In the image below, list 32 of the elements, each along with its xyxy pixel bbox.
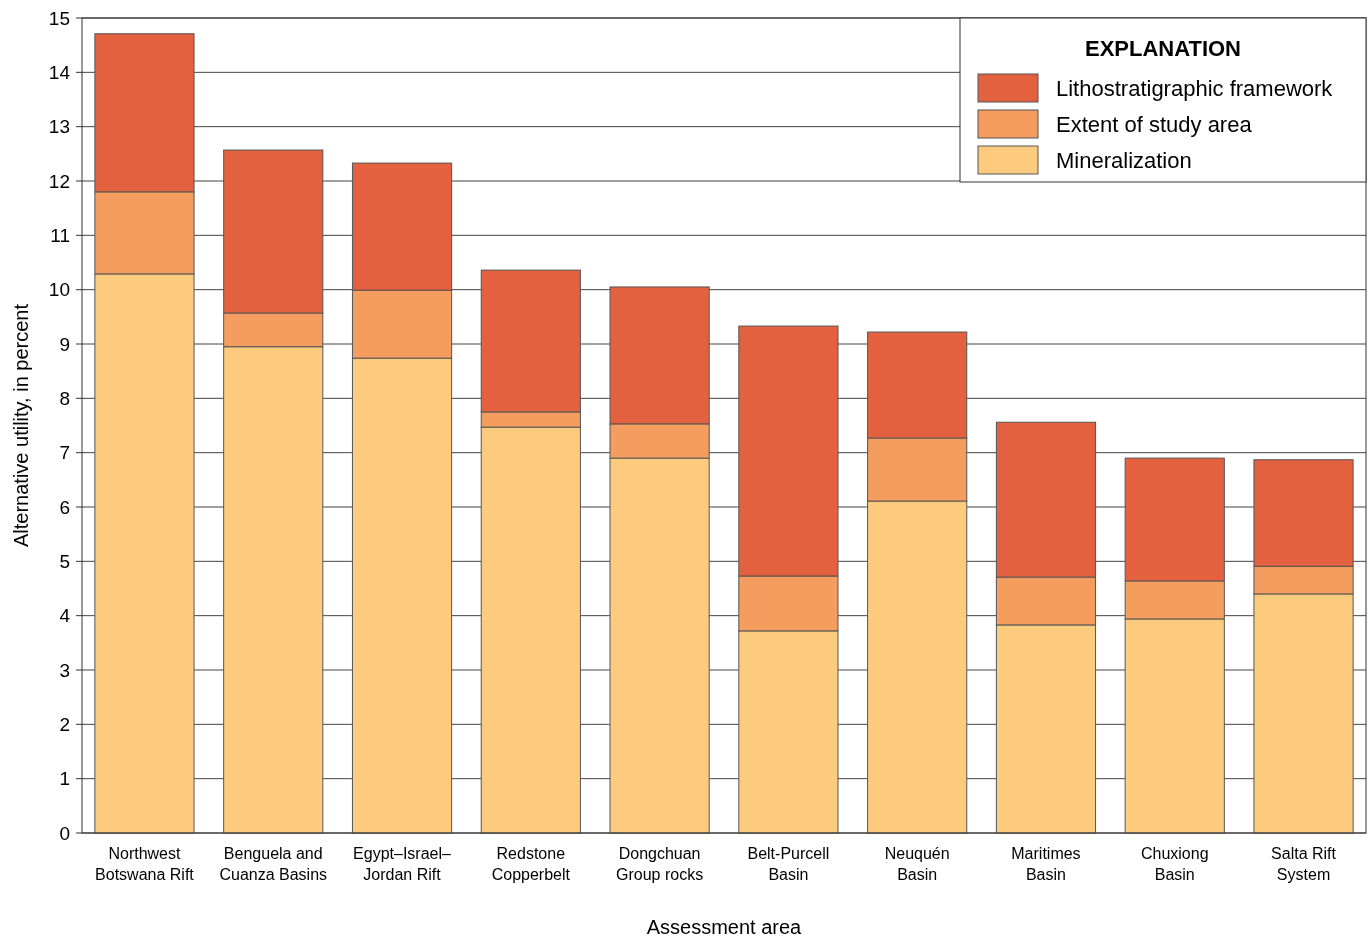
y-tick-label: 5 <box>59 550 70 572</box>
y-tick-label: 10 <box>48 279 70 301</box>
y-tick-label: 2 <box>59 713 70 735</box>
y-tick-label: 0 <box>59 822 70 844</box>
y-tick-label: 9 <box>59 333 70 355</box>
y-tick-label: 15 <box>48 7 70 29</box>
legend-label: Extent of study area <box>1056 111 1253 137</box>
y-tick-label: 8 <box>59 387 70 409</box>
y-tick-label: 14 <box>48 61 71 83</box>
legend-label: Lithostratigraphic framework <box>1056 75 1334 101</box>
x-tick-label: Chuxiong Basin <box>1140 845 1209 883</box>
y-tick-label: 11 <box>50 224 70 246</box>
legend-label: Mineralization <box>1056 147 1192 173</box>
y-tick-label: 7 <box>59 442 70 464</box>
y-tick-label: 4 <box>59 605 71 627</box>
x-tick-label: Dongchuan Group rocks <box>616 845 704 883</box>
x-tick-label: Salta Rift System <box>1271 845 1337 883</box>
x-tick-label: Benguela and Cuanza Basins <box>219 845 328 883</box>
y-tick-label: 13 <box>48 116 70 138</box>
y-tick-label: 12 <box>48 170 70 192</box>
x-tick-label: Neuquén Basin <box>884 845 950 883</box>
y-tick-label: 3 <box>59 659 70 681</box>
y-axis-title: Alternative utility, in percent <box>10 303 32 548</box>
y-tick-label: 1 <box>59 768 70 790</box>
legend-title: EXPLANATION <box>1084 36 1242 61</box>
x-tick-label: Maritimes Basin <box>1011 845 1081 883</box>
x-tick-label: Egypt–Israel–Jordan Rift <box>353 845 452 883</box>
y-tick-label: 6 <box>59 496 70 518</box>
x-tick-label: Redstone Copperbelt <box>491 845 571 883</box>
x-tick-label: Belt-Purcell Basin <box>747 845 830 883</box>
x-tick-label: Northwest Botswana Rift <box>95 845 195 883</box>
x-axis-title: Assessment area <box>646 916 803 938</box>
